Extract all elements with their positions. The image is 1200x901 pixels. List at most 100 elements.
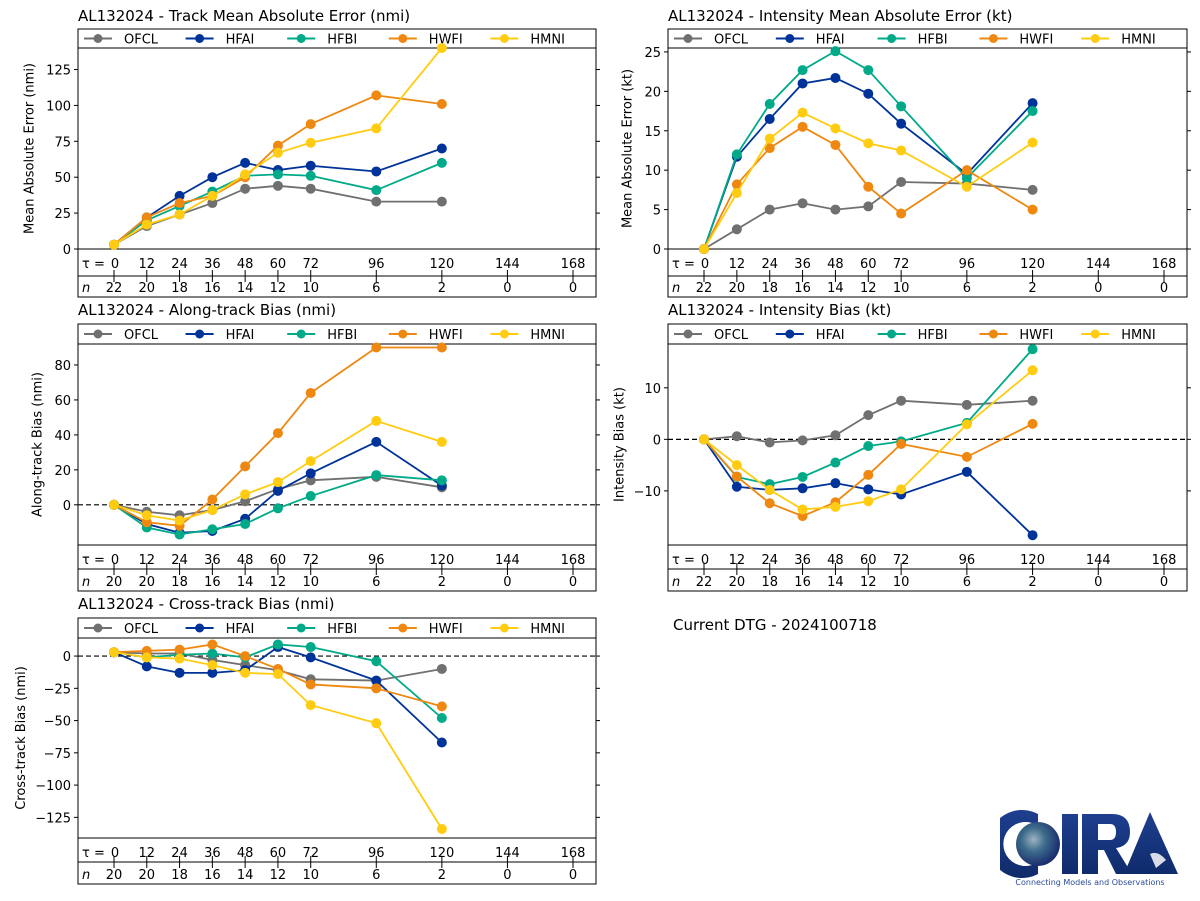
y-tick-label: −25 [44,682,71,697]
data-point [436,713,447,723]
legend-marker-icon [887,34,897,43]
legend-label: HWFI [1019,33,1053,48]
y-tick-label: 125 [46,64,71,79]
n-row: n 22 20 18 16 14 12 10 6 2 0 0 [672,575,1168,590]
n-count-label: 16 [204,575,221,590]
legend-label: OFCL [124,328,159,343]
legend-item-hmni: HMNI [490,33,565,48]
data-point [240,157,251,168]
y-axis-label: Cross-track Bias (nmi) [14,666,29,810]
n-count-label: 22 [696,575,713,590]
n-count-label: 20 [729,575,746,590]
y-tick-label: 0 [63,499,71,514]
data-point [272,169,283,180]
data-point [207,198,218,209]
series-line [113,184,442,246]
legend-marker-icon [296,34,306,43]
n-count-label: 16 [204,281,221,296]
data-point [174,653,185,664]
data-point [961,466,972,477]
chart-title: AL132024 - Along-track Bias (nmi) [78,301,336,319]
data-point [863,441,874,452]
data-point [961,451,972,462]
data-point [109,239,119,250]
data-point [141,510,152,521]
data-point [436,342,447,353]
tau-tick-label: 24 [171,257,188,272]
data-point [830,204,841,215]
n-count-label: 14 [237,281,254,296]
data-point [305,475,316,486]
data-point [961,181,972,192]
y-tick-label: 20 [644,85,661,100]
data-point [109,647,119,658]
n-prefix: n [82,575,90,590]
y-tick-label: 100 [46,99,71,114]
legend-item-hfai: HFAI [775,328,845,343]
data-point [207,639,218,650]
n-count-label: 0 [1160,281,1168,296]
series-group [109,342,447,540]
data-point [731,188,742,199]
data-point [371,718,382,729]
data-point [141,212,152,223]
legend-marker-icon [499,34,509,43]
data-point [896,395,907,406]
data-point [731,149,742,160]
n-count-label: 10 [302,868,319,883]
data-point [797,483,808,494]
tau-tick-label: 12 [729,257,746,272]
series-hwfi [699,121,1038,254]
legend-item-hwfi: HWFI [388,328,463,343]
data-point [1027,365,1038,376]
legend-label: OFCL [714,328,749,343]
legend-label: HMNI [1121,328,1156,343]
legend-item-hfbi: HFBI [877,33,948,48]
tau-tick-label: 60 [270,846,287,861]
tau-prefix: τ = [82,257,105,272]
series-group [699,344,1038,541]
n-count-label: 20 [106,868,123,883]
tau-tick-label: 60 [270,257,287,272]
data-point [272,639,283,650]
n-count-label: 12 [270,575,287,590]
legend-marker-icon [398,623,408,633]
legend-marker-icon [93,329,103,339]
data-point [896,177,907,187]
n-row: n 22 20 18 16 14 12 10 6 2 0 0 [672,281,1168,296]
n-count-label: 22 [106,281,123,296]
y-axis: −10 0 10 [634,382,1191,500]
legend-marker-icon [1090,34,1100,43]
tau-tick-label: 24 [171,846,188,861]
chart-frame [77,28,597,298]
chart-title: AL132024 - Intensity Mean Absolute Error… [668,7,1012,25]
data-point [174,515,185,526]
n-count-label: 0 [569,575,577,590]
legend-marker-icon [296,623,306,633]
n-count-label: 16 [794,281,811,296]
tau-tick-label: 120 [1020,257,1045,272]
data-point [830,501,841,512]
n-count-label: 14 [237,575,254,590]
y-axis: 0 20 40 60 80 [54,359,600,514]
data-point [371,415,382,426]
data-point [305,679,316,690]
chart-track-mae: AL132024 - Track Mean Absolute Error (nm… [22,7,600,298]
data-point [174,529,185,540]
legend-marker-icon [195,623,205,633]
cira-logo: Connecting Models and Observations [1000,810,1178,887]
tau-row: τ = 0 12 24 36 48 60 72 96 120 144 168 [672,257,1176,282]
legend-item-hmni: HMNI [1081,33,1156,48]
legend-item-hmni: HMNI [490,622,565,637]
tau-tick-label: 144 [1086,257,1111,272]
legend-marker-icon [499,623,509,633]
satellite-dish-icon [1150,852,1166,868]
n-count-label: 20 [106,575,123,590]
data-point [305,119,316,130]
data-point [863,181,874,192]
tau-tick-label: 72 [893,257,910,272]
data-point [764,143,775,154]
y-tick-label: 0 [653,433,661,448]
data-point [764,484,775,495]
data-point [371,675,382,686]
